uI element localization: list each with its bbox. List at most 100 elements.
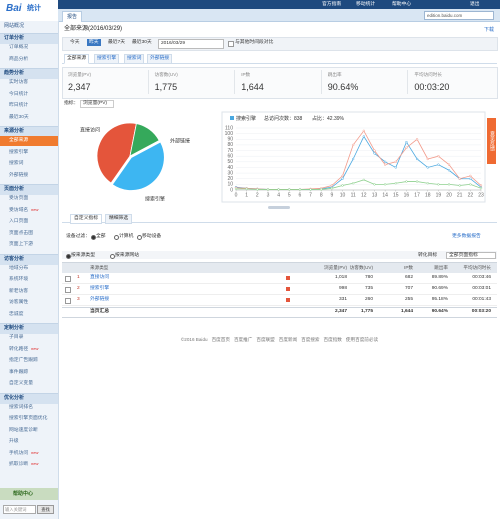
row-icon[interactable]: [286, 297, 290, 302]
device-option[interactable]: 移动设备: [142, 234, 162, 239]
site-input[interactable]: edition.baidu.com: [424, 11, 494, 20]
sidebar-item[interactable]: 手机访问: [9, 450, 29, 456]
footer-link[interactable]: 百度首页: [211, 337, 230, 342]
sidebar-item[interactable]: 新老访客: [9, 288, 29, 294]
sidebar-item[interactable]: 受访域名: [9, 207, 29, 213]
date-button[interactable]: 今天: [70, 40, 80, 45]
download[interactable]: 下载: [484, 27, 495, 33]
sidebar-group-title[interactable]: 订单分析: [4, 35, 25, 41]
footer-link[interactable]: 百度指数: [323, 337, 342, 342]
source-tab[interactable]: 外部链接: [147, 54, 173, 64]
sidebar-item[interactable]: 全部来源: [9, 138, 29, 143]
more-reports[interactable]: 更多数据报告: [452, 234, 481, 239]
sidebar-item[interactable]: 网站概况: [4, 23, 25, 29]
nav-link[interactable]: 移动统计: [356, 1, 376, 7]
sidebar-item[interactable]: 搜索引擎: [9, 149, 29, 155]
row-source[interactable]: 搜索引擎: [90, 286, 110, 291]
device-option[interactable]: 全部: [96, 234, 106, 239]
sidebar-item[interactable]: 子目录: [9, 335, 24, 340]
sidebar-item[interactable]: 忠诚度: [9, 311, 24, 317]
sidebar-item[interactable]: 页面上下游: [9, 242, 33, 247]
radio[interactable]: [137, 235, 142, 240]
sidebar-item[interactable]: 网站速度诊断: [9, 427, 38, 433]
feedback[interactable]: 意见反馈: [487, 118, 496, 164]
sidebar-group-title[interactable]: 访客分析: [4, 255, 25, 262]
sidebar-item[interactable]: 搜索词排名: [9, 404, 33, 410]
date-input[interactable]: 2016/03/29: [158, 38, 224, 49]
device-option[interactable]: 计算机: [119, 234, 134, 239]
table-header: 浏览量(PV): [324, 264, 347, 270]
row-divider: [62, 283, 497, 284]
panel-tab[interactable]: 自定义指标: [70, 214, 102, 224]
expand-icon[interactable]: [65, 275, 71, 282]
sidebar-group-title[interactable]: 优化分析: [4, 394, 25, 401]
goal-select[interactable]: 全部页面指标: [446, 251, 496, 260]
expand-icon[interactable]: [65, 286, 71, 293]
series-point: [383, 160, 387, 163]
sidebar-item[interactable]: 升级: [9, 439, 19, 444]
footer-link[interactable]: 百度搜索: [301, 337, 320, 342]
sidebar-item[interactable]: 搜索引擎页面优化: [9, 416, 48, 421]
nav-link[interactable]: 官方指南: [322, 1, 342, 7]
sidebar-item[interactable]: 最近30天: [9, 114, 29, 120]
goal-label[interactable]: 转化目标: [418, 252, 438, 258]
indicator-select[interactable]: 浏览量(PV): [80, 100, 114, 108]
sidebar-item[interactable]: 搜索词: [9, 161, 24, 166]
footer-link[interactable]: 百度推广: [233, 337, 253, 342]
sidebar-item[interactable]: 页面点击图: [9, 230, 33, 236]
sidebar-item[interactable]: 访客属性: [9, 300, 29, 305]
radio[interactable]: [91, 235, 96, 240]
table-cell: 682: [404, 275, 413, 280]
sidebar-item[interactable]: 订单概况: [9, 45, 29, 50]
search-input[interactable]: 输入关键词: [3, 505, 36, 514]
radio[interactable]: [66, 253, 71, 259]
row-icon[interactable]: [286, 275, 290, 280]
sub-bar: [0, 9, 500, 22]
sidebar-item[interactable]: 转化路径: [9, 346, 29, 352]
sidebar-group-title[interactable]: 趋势分析: [4, 70, 25, 76]
sidebar-item[interactable]: 指定广告跟踪: [9, 358, 38, 363]
date-button[interactable]: 昨天: [87, 39, 101, 46]
sidebar-item[interactable]: 实时访客: [9, 80, 29, 85]
footer-link[interactable]: 百度新闻: [278, 337, 298, 342]
footer-link[interactable]: 使用百度前必读: [345, 337, 379, 342]
footer-link[interactable]: 百度联盟: [256, 337, 275, 342]
nav-link[interactable]: 退出: [470, 1, 480, 7]
sidebar-item[interactable]: 商品分析: [9, 56, 29, 62]
row-source[interactable]: 外部链接: [90, 297, 110, 302]
sidebar-item[interactable]: 系统环境: [9, 277, 29, 282]
report-tab[interactable]: 报告: [62, 11, 82, 22]
source-tab[interactable]: 全部来源: [64, 54, 90, 64]
group-option[interactable]: 按来源网站: [115, 252, 139, 258]
date-bar: [62, 37, 498, 51]
slider[interactable]: [268, 206, 290, 209]
row-icon[interactable]: [286, 286, 290, 291]
source-tab[interactable]: 搜索词: [124, 54, 145, 64]
sidebar-item[interactable]: 自定义变量: [9, 381, 33, 386]
group-option[interactable]: 按来源类型: [71, 252, 95, 258]
panel-tab[interactable]: 精细筛选: [105, 214, 133, 224]
sidebar-item[interactable]: 入口页面: [9, 219, 29, 224]
sidebar-group-title[interactable]: 页面分析: [4, 186, 25, 192]
sidebar-item[interactable]: 今日统计: [9, 91, 29, 97]
sidebar-group-title[interactable]: 定制分析: [4, 325, 25, 331]
radio[interactable]: [110, 253, 115, 259]
date-button[interactable]: 最近7天: [108, 40, 126, 45]
sidebar-item[interactable]: 昨日统计: [9, 103, 29, 108]
source-tab[interactable]: 搜索引擎: [94, 54, 120, 64]
sidebar-item[interactable]: 事件跟踪: [9, 369, 29, 375]
expand-icon[interactable]: [65, 297, 71, 304]
row-source[interactable]: 直接访问: [90, 275, 110, 280]
radio[interactable]: [114, 235, 119, 240]
sidebar-item[interactable]: 抓取诊断: [9, 462, 29, 467]
sidebar-item[interactable]: 外部链接: [9, 172, 29, 178]
nav-link[interactable]: 帮助中心: [392, 1, 412, 7]
checkbox[interactable]: [228, 40, 234, 47]
date-button[interactable]: 最近30天: [132, 40, 152, 45]
compare-label[interactable]: 与其他时间段对比: [235, 40, 274, 45]
search-button[interactable]: 查找: [37, 505, 54, 514]
sidebar-item[interactable]: 地域分布: [9, 265, 29, 271]
sidebar-group-title[interactable]: 来源分析: [4, 128, 25, 134]
help-title[interactable]: 帮助中心: [13, 491, 34, 497]
sidebar-item[interactable]: 受访页面: [9, 196, 29, 201]
